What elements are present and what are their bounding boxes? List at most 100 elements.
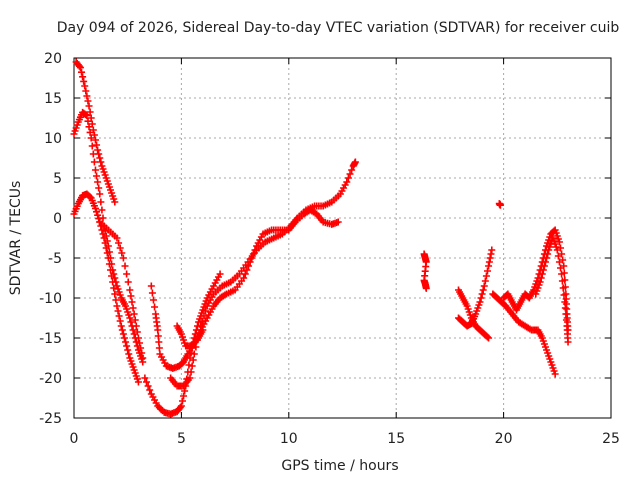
data-point-interp [128,298,136,306]
data-point-interp [98,226,106,234]
data-point-interp [346,170,354,178]
data-point-interp [110,284,118,292]
data-point [111,198,119,206]
data-point-interp [86,193,94,201]
data-point [85,102,93,110]
data-point-interp [562,316,570,324]
data-point-interp [95,184,103,192]
data-point-interp [544,250,552,258]
data-point-interp [116,244,124,252]
data-point [422,284,430,292]
data-point-interp [133,328,141,336]
data-point-interp [178,397,186,405]
grid [74,58,611,418]
data-point [109,278,117,286]
data-point [134,334,142,342]
data-point-interp [561,304,569,312]
data-point-interp [137,344,145,352]
data-point-interp [125,350,133,358]
data-point-interp [115,239,123,247]
data-point-interp [118,249,126,257]
data-point-interp [105,260,113,268]
data-point-interp [149,296,157,304]
data-point-interp [485,258,493,266]
data-point-interp [93,141,101,149]
data-point-interp [187,349,195,357]
data-point-interp [555,258,563,266]
data-point [343,178,351,186]
x-tick-label: 10 [280,431,298,447]
data-point [113,302,121,310]
data-point-interp [543,254,551,262]
data-point [488,246,496,254]
data-point-interp [119,330,127,338]
data-marks [70,58,572,418]
data-point-interp [200,312,208,320]
y-tick-label: -15 [39,331,62,347]
data-point-interp [87,114,95,122]
data-point-interp [560,291,568,299]
data-point-interp [486,254,494,262]
data-point-interp [557,264,565,272]
data-point-interp [181,387,189,395]
data-point [139,354,147,362]
data-point [485,262,493,270]
data-point-interp [127,318,135,326]
data-point [141,374,149,382]
data-point [240,274,248,282]
data-point-interp [188,362,196,370]
x-axis-label: GPS time / hours [281,458,398,474]
data-point-interp [107,266,115,274]
y-tick-label: -20 [39,371,62,387]
data-point-interp [129,326,137,334]
data-point-interp [127,292,135,300]
data-point-interp [151,303,159,311]
data-point [561,298,569,306]
data-point [113,234,121,242]
data-point-interp [554,252,562,260]
data-point [119,254,127,262]
data-point [197,322,205,330]
data-point [476,298,484,306]
y-tick-label: 5 [53,171,62,187]
data-point-interp [155,338,163,346]
y-tick-label: 0 [53,211,62,227]
data-point-interp [78,68,86,76]
data-point [177,402,185,410]
data-point-interp [559,284,567,292]
data-point-interp [120,334,128,342]
data-point [190,350,198,358]
data-point-interp [86,108,94,116]
data-point-interp [187,368,195,376]
data-point-interp [121,262,129,270]
data-point [154,326,162,334]
data-point-interp [94,211,102,219]
data-point [555,238,563,246]
data-point-interp [146,386,154,394]
data-point-interp [82,87,90,95]
data-point [91,166,99,174]
data-point-interp [132,338,140,346]
data-point [83,112,91,120]
data-point [104,254,112,262]
data-point-interp [483,333,491,341]
data-point [558,270,566,278]
data-point-interp [124,278,132,286]
data-point-interp [124,346,132,354]
y-tick-label: 15 [44,91,62,107]
data-point-interp [148,289,156,297]
data-point-interp [154,332,162,340]
data-point [540,262,548,270]
y-tick-label: -10 [39,291,62,307]
data-point-interp [94,178,102,186]
data-point-interp [84,97,92,105]
data-point-interp [83,92,91,100]
data-point [553,246,561,254]
data-point-interp [155,344,163,352]
data-point [334,218,342,226]
data-point-interp [539,266,547,274]
data-point [96,190,104,198]
data-point-interp [487,250,495,258]
data-point-interp [142,378,150,386]
data-point-interp [558,277,566,285]
